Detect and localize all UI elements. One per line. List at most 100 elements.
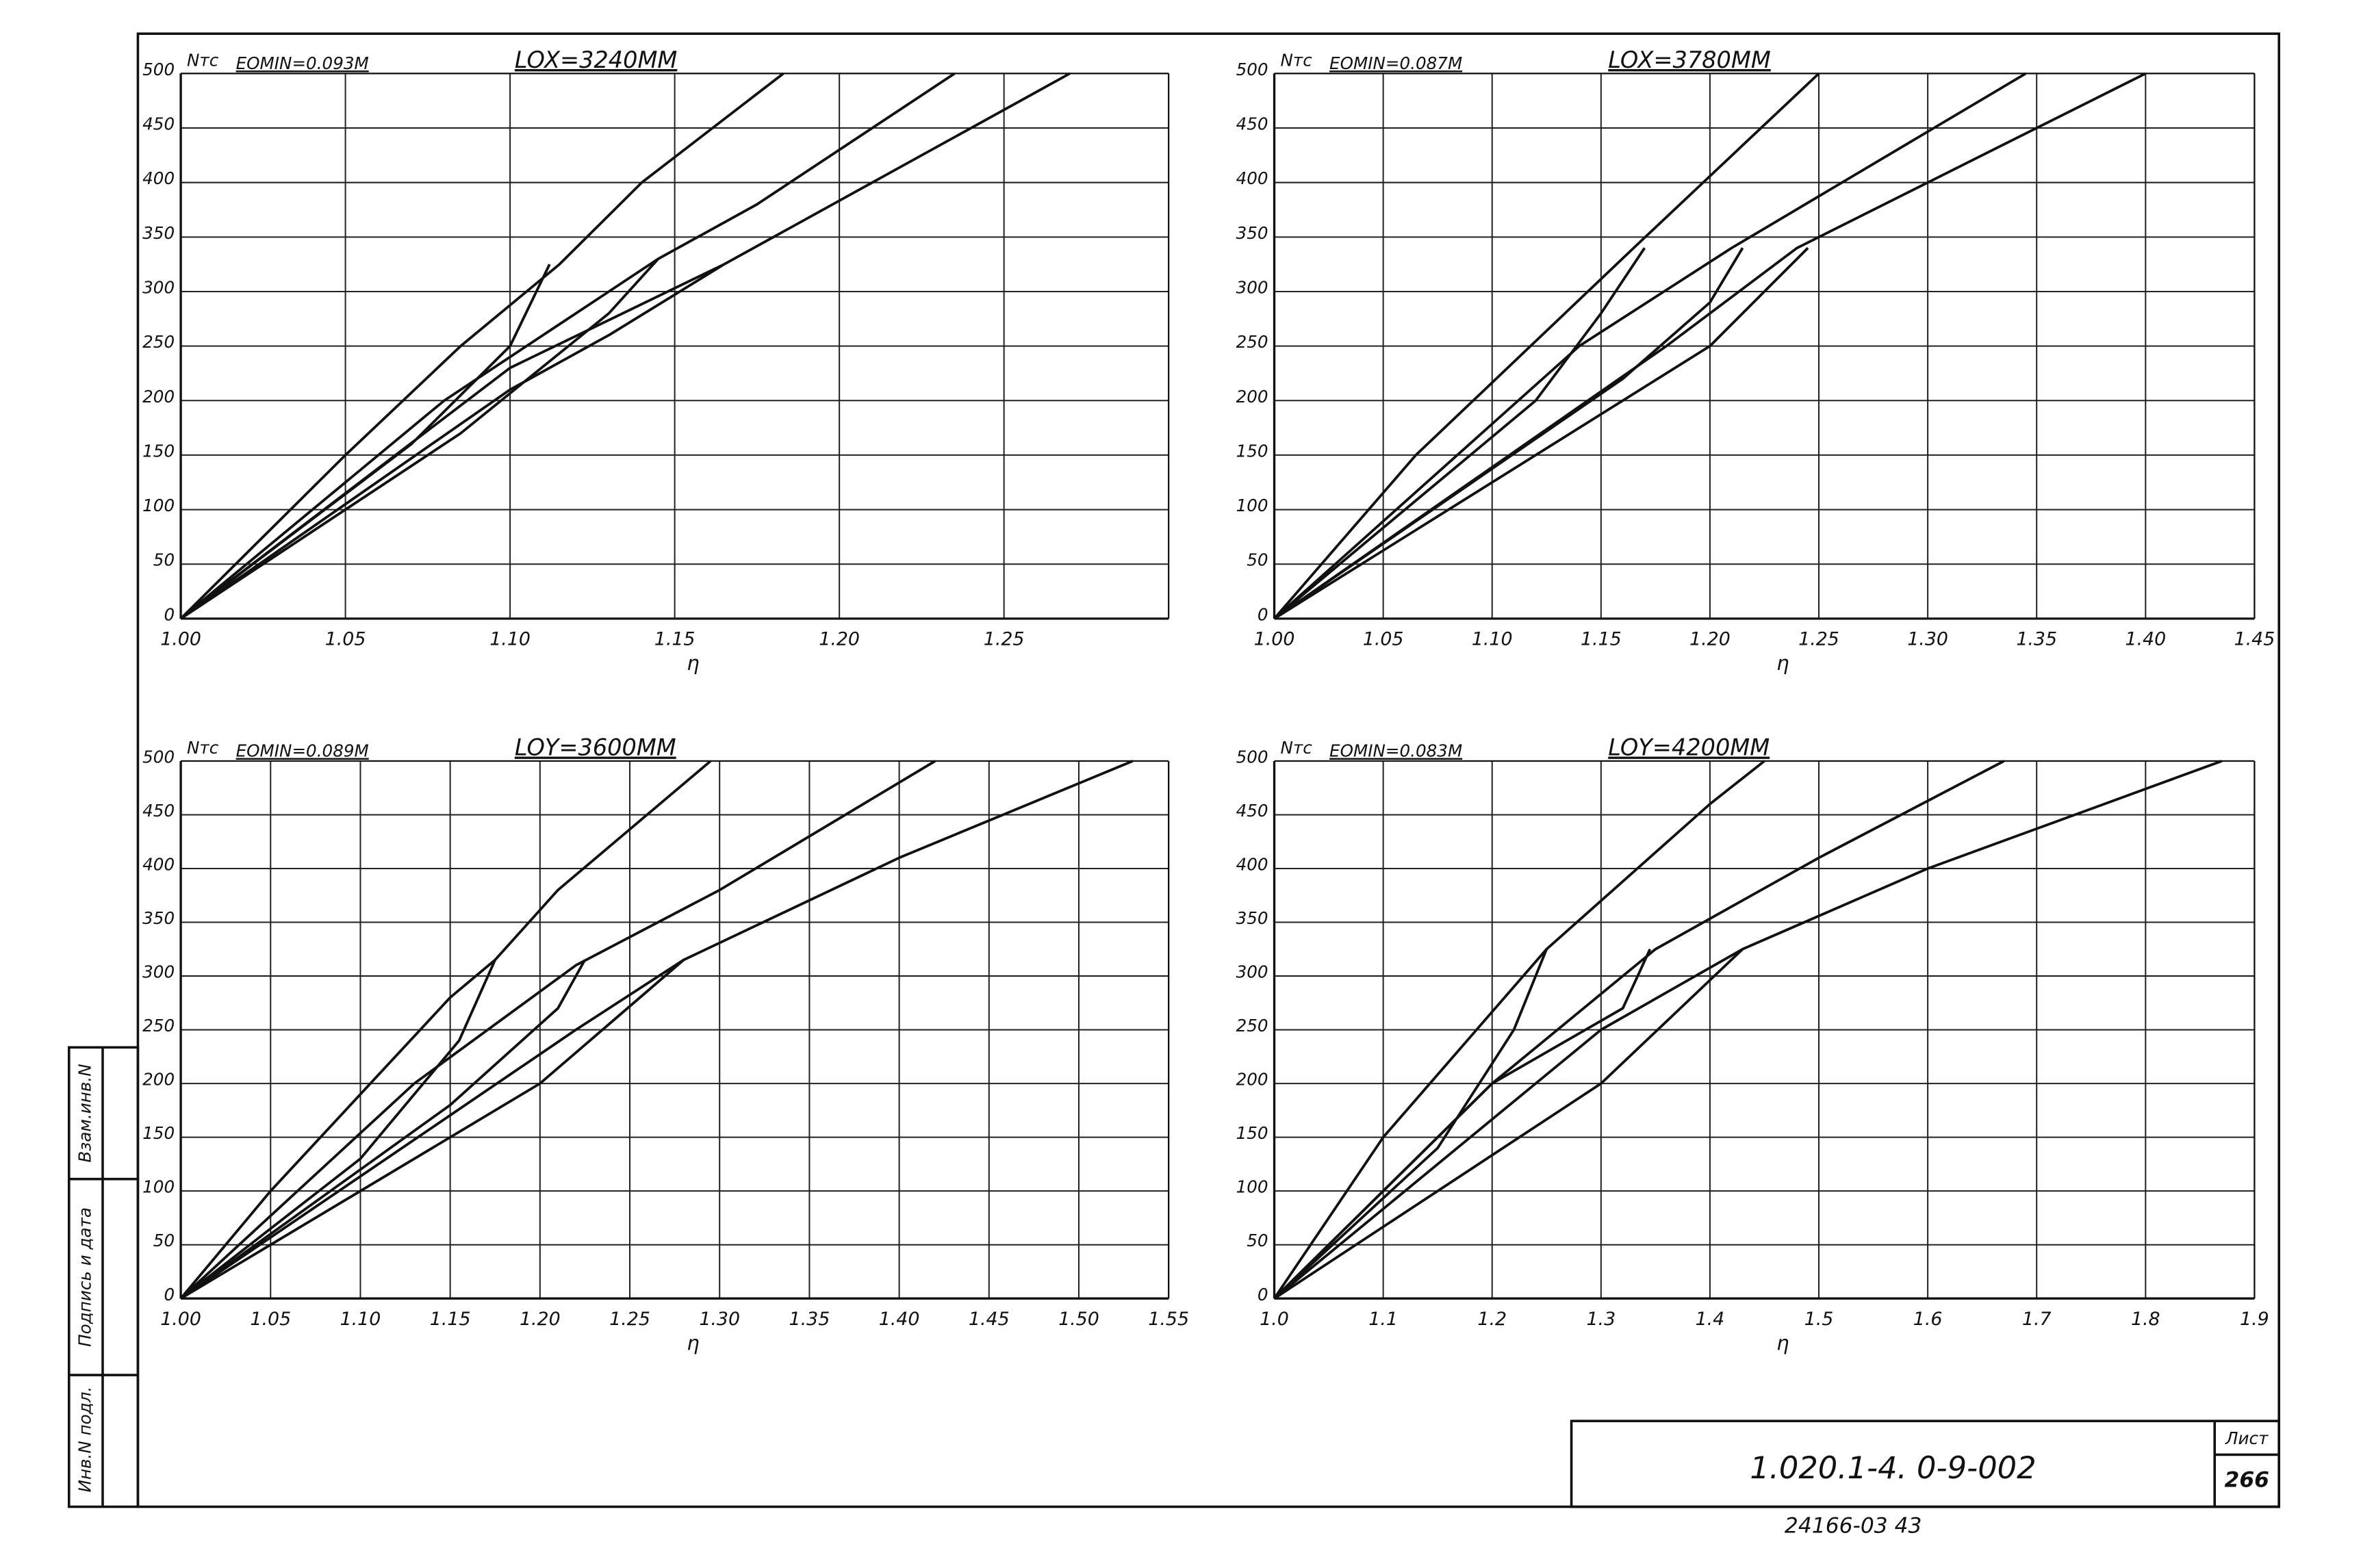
curve [179, 760, 936, 1300]
drawing-code: 1.020.1-4. 0-9-002 [1750, 1450, 2036, 1486]
y-tick-label: 200 [1236, 387, 1268, 407]
y-tick-label: 500 [142, 747, 175, 767]
y-tick-label: 300 [142, 278, 175, 298]
curve [1273, 246, 1809, 620]
y-axis-label: Nтс [1280, 50, 1312, 70]
x-tick-label: 1.8 [2131, 1309, 2160, 1330]
y-tick-label: 350 [1236, 908, 1268, 928]
y-tick-label: 50 [153, 1231, 175, 1250]
x-tick-label: 1.7 [2022, 1309, 2052, 1330]
y-tick-label: 150 [1236, 441, 1268, 461]
y-tick-label: 0 [164, 604, 175, 624]
y-tick-label: 350 [142, 908, 175, 928]
x-tick-label: 1.00 [160, 629, 201, 650]
y-tick-label: 100 [1236, 496, 1268, 515]
y-tick-label: 400 [142, 168, 175, 188]
sheet-number: 266 [2225, 1467, 2269, 1492]
y-tick-label: 50 [1247, 1231, 1268, 1250]
y-axis-label: Nтс [1280, 738, 1312, 758]
curve [179, 959, 587, 1300]
x-tick-label: 1.4 [1696, 1309, 1725, 1330]
curve [1273, 247, 1646, 620]
x-axis-label: η [687, 652, 699, 675]
y-tick-label: 150 [142, 1123, 175, 1143]
x-tick-label: 1.00 [1254, 629, 1295, 650]
x-tick-label: 1.05 [325, 629, 366, 650]
y-tick-label: 500 [142, 60, 175, 79]
x-tick-label: 1.5 [1804, 1309, 1834, 1330]
x-tick-label: 1.40 [879, 1309, 920, 1330]
sheet-label: Лист [2225, 1428, 2269, 1448]
chart-title: EOMIN=0.087M [1329, 53, 1462, 73]
y-tick-label: 350 [1236, 223, 1268, 243]
y-axis-label: Nтс [187, 50, 219, 70]
curve [180, 72, 1071, 620]
y-tick-label: 200 [142, 387, 175, 407]
stamp-text: Взам.инв.N [75, 1064, 94, 1162]
x-tick-label: 1.9 [2240, 1309, 2269, 1330]
curve [1273, 73, 1820, 620]
chart-subtitle: LOX=3240MM [515, 47, 678, 73]
x-tick-label: 1.15 [430, 1309, 471, 1330]
curve [1273, 247, 1744, 620]
y-tick-label: 350 [142, 223, 175, 243]
y-tick-label: 250 [142, 1016, 175, 1036]
y-tick-label: 0 [1258, 604, 1268, 624]
y-tick-label: 450 [142, 801, 175, 821]
chart-subtitle: LOY=3600MM [515, 734, 676, 761]
x-tick-label: 1.15 [654, 629, 695, 650]
x-tick-label: 1.50 [1058, 1309, 1099, 1330]
y-tick-label: 50 [153, 550, 175, 570]
y-tick-label: 300 [1236, 278, 1268, 298]
x-tick-label: 1.45 [969, 1309, 1010, 1330]
x-axis-label: η [1776, 1331, 1789, 1354]
curve [180, 958, 685, 1300]
x-tick-label: 1.45 [2234, 629, 2275, 650]
x-tick-label: 1.25 [984, 629, 1025, 650]
x-tick-label: 1.10 [1472, 629, 1513, 650]
y-tick-label: 250 [1236, 1016, 1268, 1036]
curve [1273, 948, 1744, 1300]
x-tick-label: 1.1 [1368, 1309, 1398, 1330]
chart-title: EOMIN=0.089M [236, 741, 369, 761]
y-axis-label: Nтс [187, 738, 219, 758]
x-tick-label: 1.35 [2016, 629, 2057, 650]
x-tick-label: 1.40 [2125, 629, 2166, 650]
y-tick-label: 200 [1236, 1070, 1268, 1090]
x-tick-label: 1.05 [250, 1309, 291, 1330]
y-tick-label: 400 [142, 855, 175, 875]
x-tick-label: 1.20 [819, 629, 860, 650]
x-tick-label: 1.20 [520, 1309, 561, 1330]
curve [179, 72, 956, 620]
x-tick-label: 1.20 [1689, 629, 1731, 650]
y-tick-label: 100 [142, 496, 175, 515]
y-tick-label: 500 [1236, 747, 1268, 767]
x-tick-label: 1.3 [1586, 1309, 1616, 1330]
chart-title: EOMIN=0.093M [236, 53, 369, 73]
sheet-frame [136, 32, 2280, 1508]
y-tick-label: 200 [142, 1070, 175, 1090]
x-axis-label: η [687, 1331, 699, 1354]
y-tick-label: 500 [1236, 60, 1268, 79]
stamp-text: Подпись и дата [75, 1207, 94, 1347]
y-tick-label: 450 [1236, 114, 1268, 134]
x-tick-label: 1.30 [699, 1309, 740, 1330]
y-tick-label: 250 [1236, 332, 1268, 352]
x-tick-label: 1.05 [1363, 629, 1404, 650]
curve [1273, 949, 1548, 1300]
y-tick-label: 150 [142, 441, 175, 461]
x-tick-label: 1.0 [1260, 1309, 1289, 1330]
chart-subtitle: LOY=4200MM [1608, 734, 1770, 761]
x-tick-label: 1.15 [1581, 629, 1622, 650]
x-tick-label: 1.30 [1907, 629, 1948, 650]
x-tick-label: 1.10 [489, 629, 531, 650]
chart-subtitle: LOX=3780MM [1608, 47, 1771, 73]
y-tick-label: 100 [1236, 1177, 1268, 1197]
curve [1273, 948, 1652, 1300]
curve [179, 263, 725, 620]
x-tick-label: 1.55 [1148, 1309, 1189, 1330]
x-tick-label: 1.25 [1798, 629, 1839, 650]
y-tick-label: 450 [1236, 801, 1268, 821]
